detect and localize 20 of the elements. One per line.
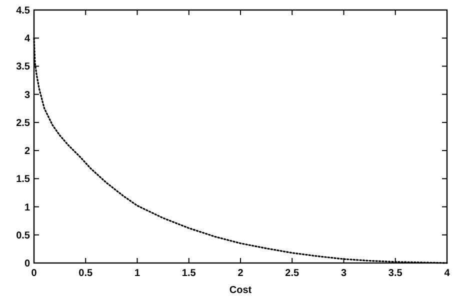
y-tick-label: 1.5 (16, 174, 30, 186)
x-tick-label: 1.5 (182, 268, 196, 279)
y-tick-label: 4 (24, 34, 30, 45)
x-axis-title: Cost (229, 285, 252, 296)
y-tick-label: 3 (24, 90, 30, 101)
y-tick-label: 0 (24, 258, 30, 270)
y-tick-label: 4.5 (16, 6, 30, 16)
x-tick-label: 3 (340, 268, 347, 279)
x-tick-label: 0.5 (78, 268, 94, 279)
y-tick-label: 2.5 (16, 118, 30, 129)
x-tick-label: 3.5 (388, 268, 403, 279)
y-tick-label: 1 (24, 202, 30, 214)
x-tick-label: 2.5 (285, 268, 300, 279)
x-tick-label: 1 (134, 268, 140, 279)
y-tick-label: 3.5 (16, 62, 30, 73)
x-tick-label: 4 (444, 268, 450, 279)
y-tick-label: 2 (24, 146, 30, 158)
y-tick-label: 0.5 (16, 230, 30, 242)
x-tick-label: 0 (31, 268, 38, 279)
x-tick-label: 2 (238, 268, 244, 279)
